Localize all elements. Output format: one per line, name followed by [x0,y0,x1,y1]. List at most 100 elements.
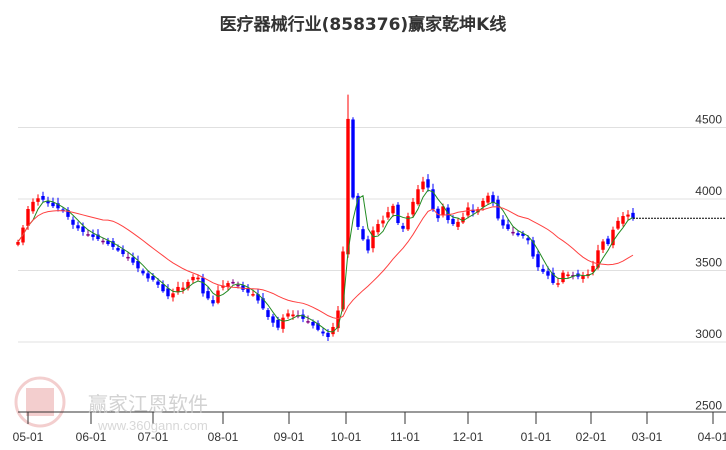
candle-body [421,181,425,190]
candle-body [181,287,185,290]
candle-body [166,288,170,297]
candle-body [401,225,405,229]
candle-body [191,276,195,281]
candle-body [101,240,105,243]
candle-body [301,314,305,319]
candle-body [496,199,500,219]
candle-body [326,332,330,337]
candle-body [436,208,440,219]
candle-body [126,256,130,259]
candle-body [366,239,370,251]
candle-body [196,277,200,280]
y-tick-label: 3000 [695,327,722,341]
candle-body [541,268,545,272]
x-tick-label: 01-01 [521,430,552,444]
y-tick-label: 4000 [695,184,722,198]
ma-short-line [17,189,634,333]
candle-body [31,201,35,212]
candle-body [581,276,585,279]
candle-body [341,251,345,310]
candle-body [276,319,280,328]
seal-square [26,388,54,416]
candle-body [526,238,530,241]
watermark-url: www.360gann.com [98,418,208,433]
candle-body [396,204,400,224]
x-tick-label: 08-01 [208,430,239,444]
candle-body [466,207,470,216]
candle-body [56,203,60,209]
candle-body [551,272,555,283]
candle-body [206,291,210,299]
candle-body [431,189,435,210]
candle-body [96,234,100,240]
candle-body [501,219,505,226]
candle-body [116,248,120,251]
candle-body [391,205,395,214]
candle-body [281,317,285,329]
candle-body [176,286,180,293]
candle-body [306,321,310,323]
candle-body [621,216,625,224]
x-tick-label: 12-01 [453,430,484,444]
candle-body [536,254,540,268]
candle-body [441,206,445,216]
candle-body [131,257,135,263]
candle-body [286,313,290,317]
x-tick-label: 03-01 [632,430,663,444]
candle-body [471,209,475,213]
candle-body [256,294,260,301]
candle-body [261,298,265,309]
candle-body [566,274,570,277]
candle-body [426,179,430,188]
candle-body [226,283,230,287]
candle-body [41,195,45,200]
candle-body [146,273,150,279]
candle-body [331,326,335,335]
candle-body [51,202,55,207]
watermark-seal [14,376,66,428]
candle-body [311,321,315,326]
candle-body [631,212,635,219]
candle-body [251,294,255,296]
x-tick-label: 11-01 [390,430,420,444]
candle-body [26,209,30,226]
candle-body [491,195,495,203]
candle-body [381,220,385,224]
x-tick-label: 02-01 [576,430,607,444]
candle-body [406,216,410,230]
y-tick-label: 2500 [695,399,722,413]
candle-body [486,195,490,203]
candle-body [371,230,375,249]
candle-body [611,229,615,246]
candle-body [231,281,235,284]
candle-body [601,241,605,250]
candle-body [266,310,270,317]
candle-body [506,224,510,230]
candle-body [171,293,175,298]
candle-body [211,300,215,304]
candle-body [346,118,350,255]
candle-body [616,220,620,229]
candle-body [561,272,565,283]
candle-body [46,201,50,204]
candle-body [361,229,365,240]
candle-body [236,284,240,287]
candle-body [606,238,610,245]
candle-body [91,234,95,237]
candle-body [156,281,160,285]
x-tick-label: 09-01 [274,430,305,444]
candle-body [351,119,355,198]
candle-body [546,271,550,276]
candle-body [246,288,250,293]
candle-body [71,219,75,225]
watermark-name: 赢家江恩软件 [88,392,208,416]
candle-body [271,316,275,323]
y-tick-label: 4500 [695,113,722,127]
x-tick-label: 06-01 [76,430,107,444]
candle-body [356,195,360,227]
candle-body [531,240,535,257]
candle-body [411,201,415,215]
ma-long-line [17,206,634,320]
candle-body [221,285,225,288]
